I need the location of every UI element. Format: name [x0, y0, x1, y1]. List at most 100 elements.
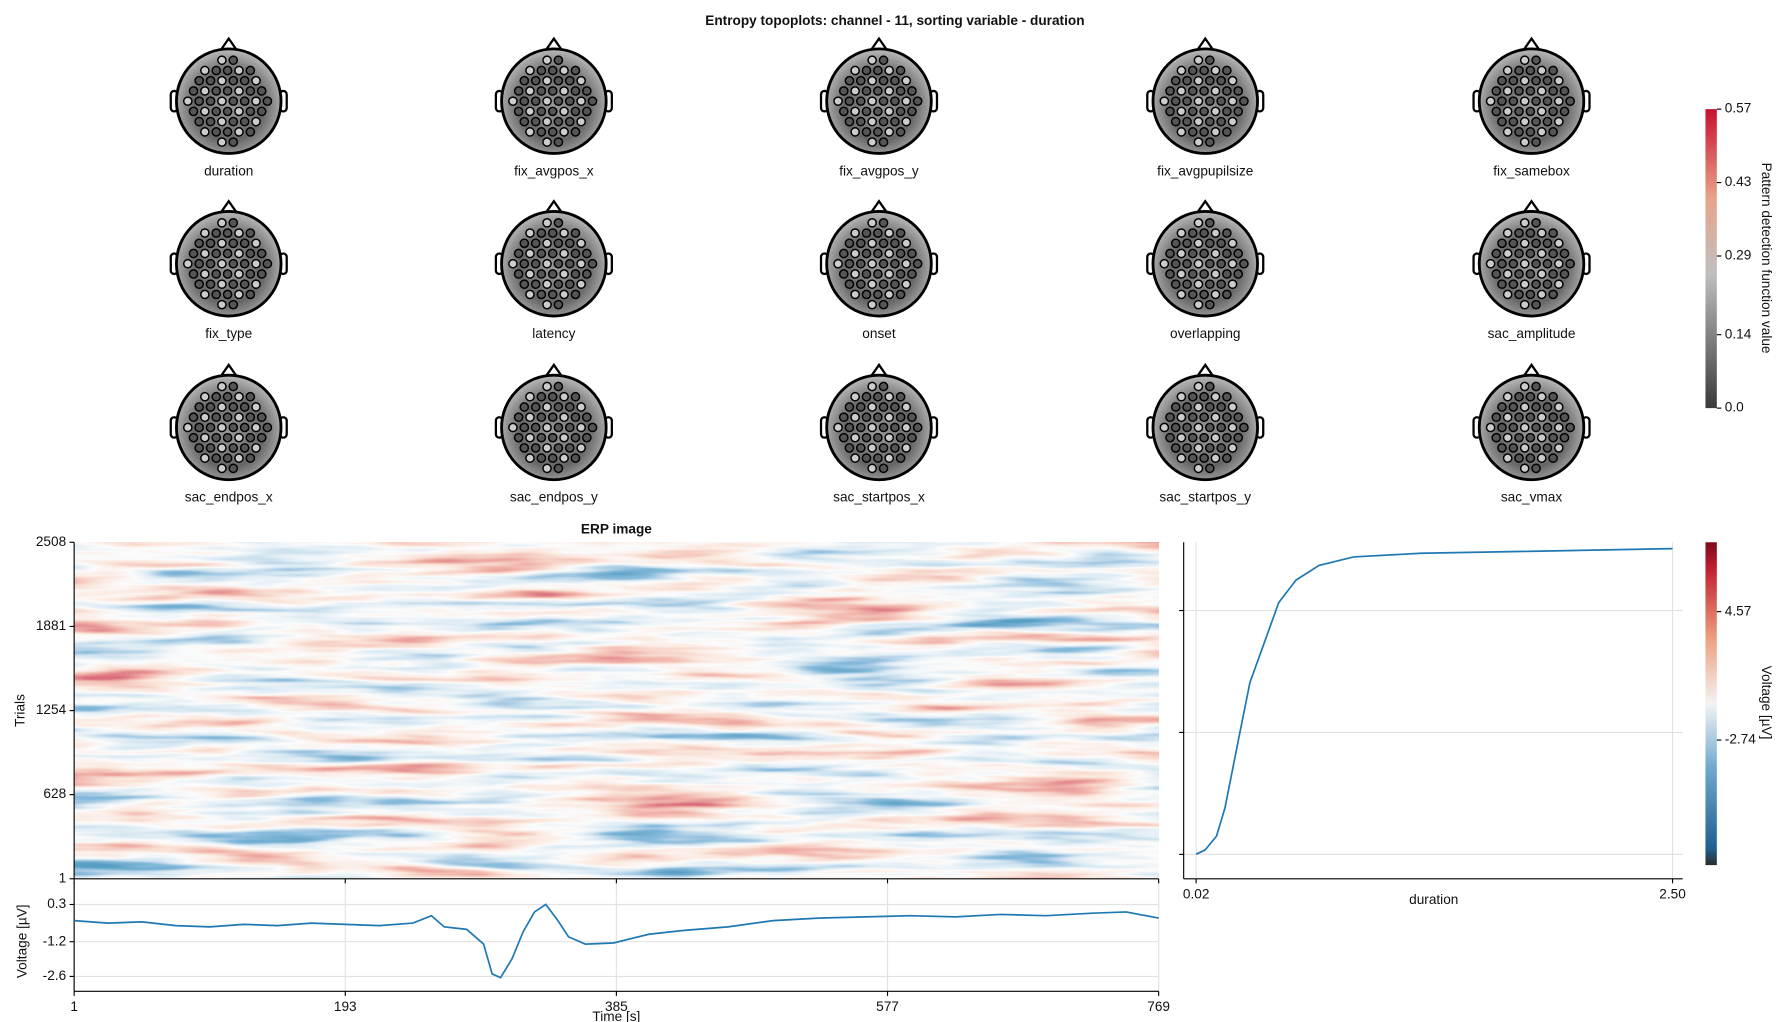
electrode	[890, 422, 900, 433]
electrode	[1204, 238, 1215, 249]
electrode	[1531, 116, 1541, 127]
electrode	[850, 86, 860, 96]
electrode	[228, 381, 239, 392]
electrode	[200, 453, 210, 463]
electrode	[1497, 75, 1507, 86]
electrode	[1216, 75, 1227, 86]
electrode	[878, 116, 889, 127]
electrode	[547, 228, 558, 238]
electrode	[553, 422, 564, 433]
electrode	[239, 422, 250, 433]
electrode	[1565, 96, 1576, 107]
electrode	[542, 96, 552, 107]
electrode	[838, 432, 849, 443]
electrode	[855, 116, 866, 127]
electrode	[217, 443, 227, 453]
electrode	[211, 65, 222, 76]
electrode	[1531, 381, 1541, 392]
electrode	[1559, 432, 1570, 443]
electrode	[895, 65, 906, 76]
electrode	[576, 75, 586, 86]
electrode	[867, 75, 878, 86]
electrode	[844, 422, 855, 433]
electrode	[1519, 96, 1530, 107]
electrode	[200, 106, 210, 117]
electrode	[1519, 137, 1530, 147]
electrode	[1502, 289, 1513, 300]
electrode	[855, 443, 866, 453]
electrode	[530, 75, 541, 86]
electrode	[878, 299, 889, 310]
electrode	[884, 269, 895, 279]
electrode	[1204, 381, 1215, 392]
electrode	[1199, 65, 1209, 76]
electrode	[256, 86, 267, 96]
electrode	[245, 269, 256, 279]
electrode	[525, 106, 535, 117]
electrode	[1222, 412, 1232, 423]
electrode	[901, 96, 912, 107]
electrode	[547, 269, 558, 279]
electrode	[525, 228, 535, 238]
electrode	[1233, 432, 1244, 443]
electrode	[1531, 55, 1541, 66]
electrode	[844, 75, 855, 86]
electrode	[1514, 86, 1524, 96]
electrode	[1227, 96, 1238, 107]
electrode	[1559, 269, 1570, 279]
head-nose	[870, 362, 888, 377]
electrode	[1491, 86, 1502, 96]
electrode	[1548, 65, 1558, 76]
electrode	[1502, 412, 1513, 423]
electrode	[1193, 116, 1204, 127]
electrode	[211, 127, 222, 137]
electrode	[1548, 289, 1558, 300]
x-axis-label: Time [s]	[592, 1009, 640, 1022]
electrode	[1182, 402, 1192, 412]
electrode	[1187, 106, 1198, 117]
electrode	[1193, 96, 1204, 107]
electrode	[217, 116, 227, 127]
electrode	[194, 96, 205, 107]
electrode	[1165, 269, 1175, 279]
x-tick-label: 0.02	[1183, 886, 1210, 901]
electrode	[547, 432, 558, 443]
electrode	[861, 269, 872, 279]
electrode	[1216, 258, 1227, 269]
electrode	[907, 106, 917, 117]
electrode	[564, 402, 575, 412]
electrode	[553, 258, 564, 269]
electrode	[1204, 422, 1215, 433]
electrode	[1525, 228, 1536, 238]
electrode	[570, 228, 581, 238]
electrode	[1182, 75, 1192, 86]
electrode	[234, 432, 244, 443]
electrode	[239, 75, 250, 86]
electrode	[1210, 269, 1221, 279]
electrode	[1199, 412, 1209, 423]
x-tick-label: 2.50	[1659, 886, 1686, 901]
electrode	[582, 269, 592, 279]
electrode	[525, 248, 535, 259]
electrode	[1199, 106, 1209, 117]
electrode	[901, 443, 912, 453]
electrode	[262, 96, 273, 107]
electrode	[1182, 116, 1192, 127]
topo-label: fix_avgpupilsize	[1157, 163, 1253, 178]
electrode	[1176, 65, 1187, 76]
electrode	[884, 86, 895, 96]
electrode	[245, 432, 256, 443]
electrode	[582, 86, 592, 96]
electrode	[530, 96, 541, 107]
electrode	[234, 412, 244, 423]
electrode	[217, 238, 227, 249]
electrode	[1525, 391, 1536, 402]
electrode	[1559, 106, 1570, 117]
electrode	[194, 279, 205, 290]
electrode	[1548, 127, 1558, 137]
electrode	[1182, 96, 1192, 107]
electrode	[245, 391, 256, 402]
electrode	[878, 75, 889, 86]
electrode	[844, 96, 855, 107]
electrode	[525, 432, 535, 443]
